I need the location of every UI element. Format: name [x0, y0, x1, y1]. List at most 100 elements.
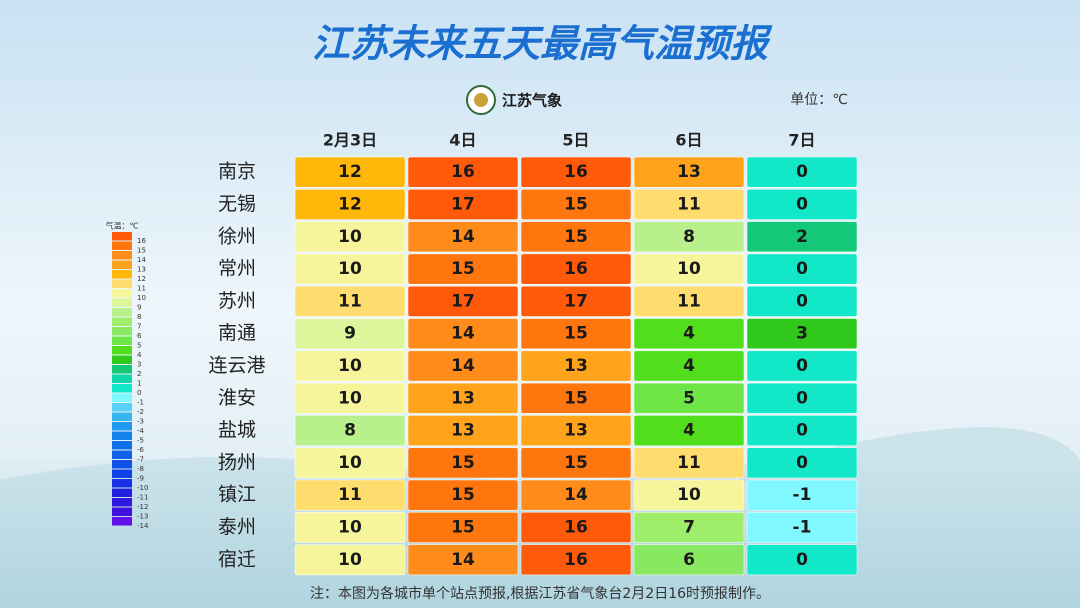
legend-swatch [112, 488, 132, 497]
cell-value: 11 [677, 453, 701, 473]
row-label: 常州 [218, 258, 256, 280]
cell-value: 0 [796, 291, 808, 311]
row-label: 南京 [218, 161, 256, 183]
cell [746, 189, 858, 220]
legend-swatch [112, 460, 132, 469]
legend-label: -3 [137, 418, 144, 426]
legend-swatch [112, 441, 132, 450]
row-label: 盐城 [218, 419, 256, 441]
cell-value: 0 [796, 194, 808, 214]
cell-value: 4 [683, 421, 695, 441]
legend-swatch [112, 346, 132, 355]
legend-label: 9 [137, 304, 141, 312]
column-header: 2月3日 [323, 131, 377, 150]
cell [520, 350, 632, 382]
cell-value: -1 [793, 485, 812, 505]
cell [633, 253, 745, 285]
cell [294, 382, 406, 414]
legend-label: 3 [137, 361, 141, 369]
cell [520, 221, 632, 253]
cell [407, 156, 519, 188]
cell-value: 12 [338, 162, 362, 182]
cell-value: 8 [683, 227, 695, 247]
legend-label: -1 [137, 399, 144, 407]
legend-label: 8 [137, 313, 141, 321]
legend-swatch [112, 289, 132, 298]
legend-swatch [112, 298, 132, 307]
legend-label: -14 [137, 522, 149, 530]
cell [746, 253, 858, 285]
legend-label: -10 [137, 484, 148, 492]
cell [633, 479, 745, 511]
cell-value: 17 [564, 291, 588, 311]
legend-swatch [112, 498, 132, 507]
cell [294, 318, 406, 350]
legend-swatch [112, 393, 132, 402]
cell-value: 13 [564, 421, 588, 441]
cell [407, 447, 519, 479]
cell [294, 253, 406, 285]
legend-swatch [112, 317, 132, 326]
legend-swatch [112, 422, 132, 431]
cell-value: 13 [451, 421, 475, 441]
cell-value: 14 [451, 227, 475, 247]
cell-value: 4 [683, 324, 695, 344]
legend-label: -12 [137, 503, 148, 511]
cell-value: 11 [677, 291, 701, 311]
legend-label: 10 [137, 294, 146, 302]
cell [294, 479, 406, 511]
cell [520, 318, 632, 350]
legend-swatch [112, 279, 132, 288]
cell [520, 512, 632, 543]
cell [633, 285, 745, 317]
legend-label: 5 [137, 342, 141, 350]
legend-label: -4 [137, 427, 145, 435]
row-label: 苏州 [218, 290, 256, 312]
cell [294, 544, 406, 576]
legend-label: 7 [137, 323, 141, 331]
cell [746, 156, 858, 188]
legend-swatch [112, 384, 132, 393]
cell [633, 382, 745, 414]
cell-value: 16 [564, 550, 588, 570]
logo-text: 江苏气象 [502, 92, 562, 110]
legend-swatch [112, 431, 132, 440]
cell-value: 6 [683, 550, 695, 570]
cell [520, 415, 632, 446]
cell-value: 11 [338, 291, 362, 311]
note: 注：本图为各城市单个站点预报,根据江苏省气象台2月2日16时预报制作。 [310, 585, 770, 602]
legend-swatch [112, 507, 132, 516]
cell-value: 2 [796, 227, 808, 247]
cell-value: 15 [564, 388, 588, 408]
cell-value: 16 [564, 162, 588, 182]
cell-value: 10 [338, 227, 362, 247]
column-header: 6日 [675, 131, 702, 150]
cell [746, 544, 858, 576]
cell-value: 14 [451, 324, 475, 344]
legend-label: -8 [137, 465, 144, 473]
cell [746, 512, 858, 543]
cell-value: 15 [564, 324, 588, 344]
cell [633, 415, 745, 446]
cell-value: 17 [451, 291, 475, 311]
cell [746, 447, 858, 479]
cell-value: 0 [796, 550, 808, 570]
row-label: 镇江 [218, 484, 256, 506]
row-label: 南通 [218, 322, 256, 344]
logo-icon-inner [474, 93, 488, 107]
legend-label: -6 [137, 446, 145, 454]
legend-swatch [112, 403, 132, 412]
cell [294, 156, 406, 188]
cell [407, 285, 519, 317]
cell [407, 253, 519, 285]
legend-label: 13 [137, 266, 146, 274]
cell-value: 11 [677, 194, 701, 214]
cell-value: 10 [338, 259, 362, 279]
cell [407, 350, 519, 382]
cell-value: 15 [451, 453, 475, 473]
cell [407, 415, 519, 446]
legend-label: 16 [137, 237, 146, 245]
cell [633, 318, 745, 350]
cell [407, 221, 519, 253]
row-label: 扬州 [218, 451, 256, 473]
